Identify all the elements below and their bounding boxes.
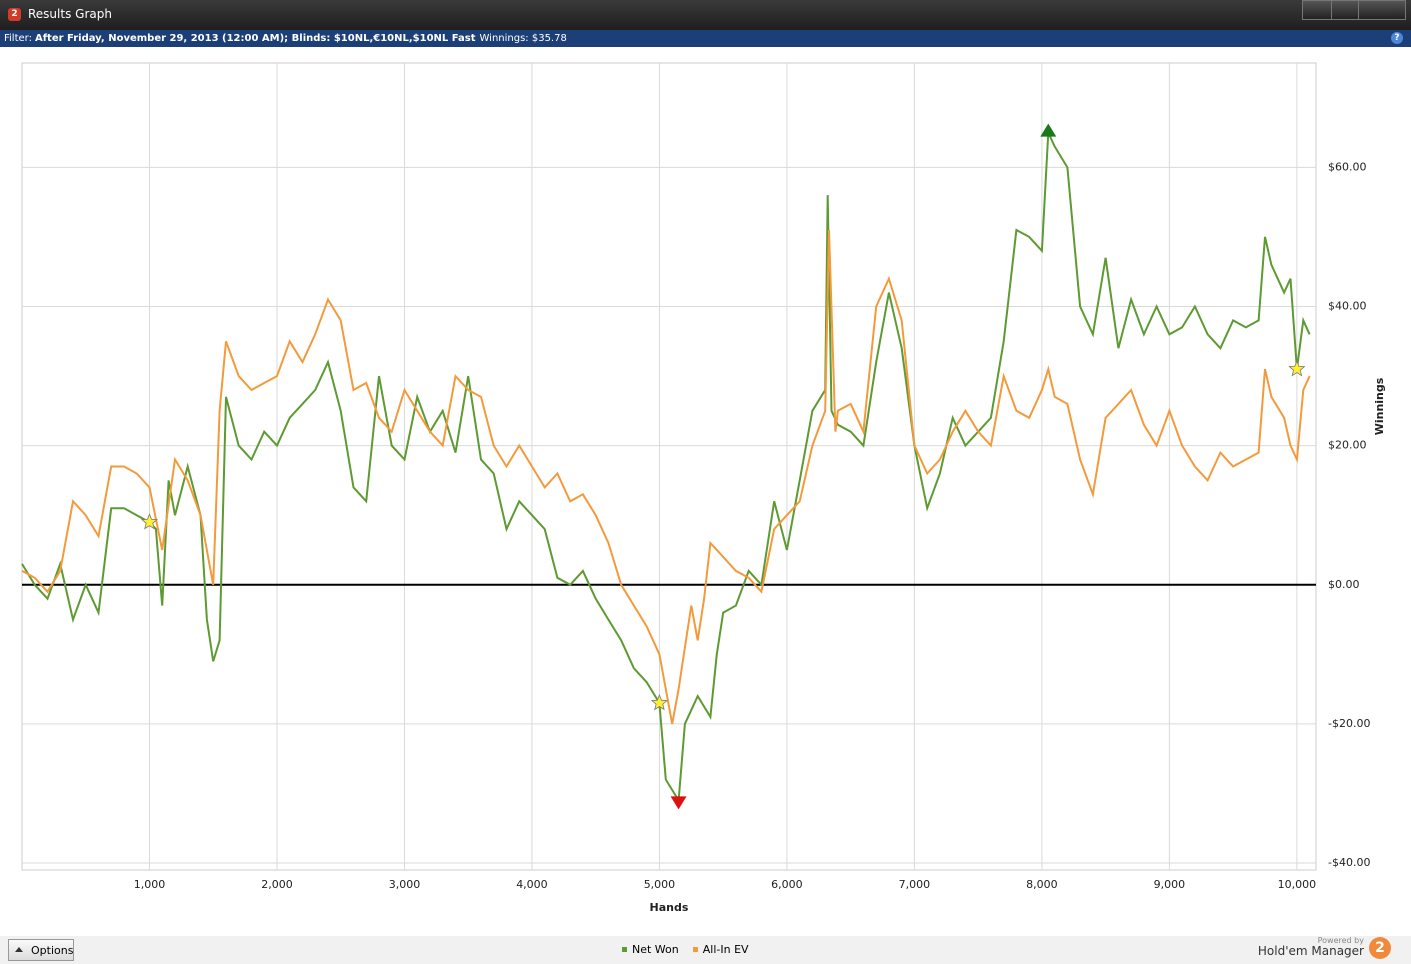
filter-label: Filter: <box>4 33 32 44</box>
brand-name: Hold'em Manager <box>1257 944 1364 958</box>
plot-frame <box>21 62 1317 871</box>
x-axis-title: Hands <box>650 901 689 914</box>
series-line <box>21 132 1311 804</box>
filter-text: After Friday, November 29, 2013 (12:00 A… <box>34 33 476 44</box>
app-icon: 2 <box>8 8 21 21</box>
help-button[interactable]: ? <box>1391 32 1403 44</box>
legend-swatch <box>622 947 627 952</box>
series-line <box>21 229 1311 725</box>
x-tick-label: 4,000 <box>516 878 548 891</box>
x-tick-label: 10,000 <box>1278 878 1317 891</box>
options-button[interactable]: Options <box>8 939 74 961</box>
marker <box>1040 123 1057 137</box>
powered-by: Powered by <box>1317 936 1364 945</box>
minimize-button[interactable] <box>1302 0 1332 20</box>
marker <box>650 693 669 711</box>
marker <box>670 796 687 810</box>
winnings-summary: Winnings: $35.78 <box>479 33 567 44</box>
filter-bar: Filter: After Friday, November 29, 2013 (… <box>0 30 1411 47</box>
y-tick-label: $20.00 <box>1328 439 1367 452</box>
legend-label: All-In EV <box>702 943 749 956</box>
legend-item: Net Won <box>622 943 679 956</box>
x-tick-label: 5,000 <box>644 878 676 891</box>
x-tick-label: 9,000 <box>1154 878 1186 891</box>
x-tick-label: 3,000 <box>389 878 421 891</box>
y-tick-label: -$40.00 <box>1328 856 1370 869</box>
maximize-button[interactable] <box>1331 0 1359 20</box>
y-tick-label: $60.00 <box>1328 160 1367 173</box>
chart-background <box>0 47 1411 936</box>
marker <box>140 513 159 530</box>
y-tick-label: $40.00 <box>1328 299 1367 312</box>
y-tick-label: $0.00 <box>1328 578 1360 591</box>
x-tick-label: 1,000 <box>134 878 166 891</box>
x-tick-label: 2,000 <box>261 878 293 891</box>
title-bar: 2 Results Graph <box>0 0 1411 30</box>
close-button[interactable] <box>1358 0 1406 20</box>
legend-swatch <box>692 947 698 952</box>
window-title: Results Graph <box>28 7 112 21</box>
legend-label: Net Won <box>632 943 679 956</box>
x-tick-label: 6,000 <box>771 878 803 891</box>
legend-item: All-In EV <box>692 943 749 956</box>
marker <box>1288 360 1306 377</box>
y-axis-title: Winnings <box>1373 377 1386 435</box>
brand-logo: 2 <box>1369 937 1391 959</box>
x-tick-label: 8,000 <box>1026 878 1058 891</box>
bottom-bar: Options Net Won All-In EV Powered by Hold… <box>0 936 1411 964</box>
chart: 1,000 2,000 3,000 4,000 5,000 6,000 7,000 8,000… <box>0 47 1411 936</box>
x-tick-label: 7,000 <box>899 878 931 891</box>
y-tick-label: -$20.00 <box>1328 717 1370 730</box>
legend: Net Won All-In EV <box>622 943 749 956</box>
